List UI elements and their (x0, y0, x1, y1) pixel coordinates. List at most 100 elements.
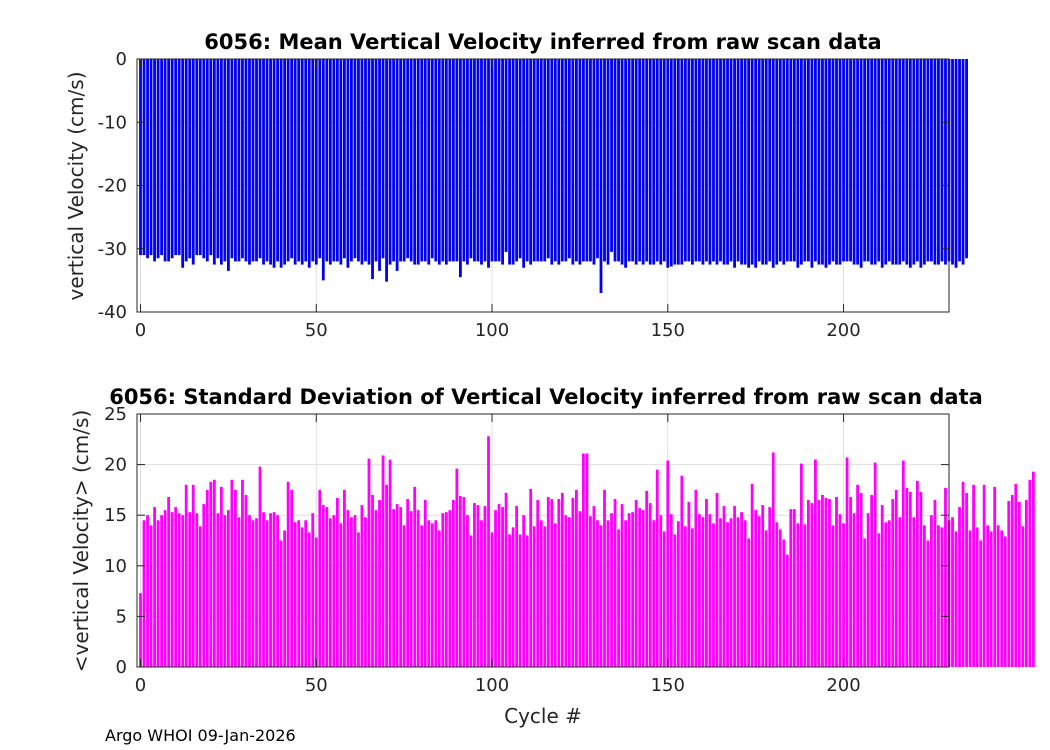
bar (835, 59, 838, 265)
bar (915, 59, 919, 262)
bar (610, 59, 613, 252)
bar (698, 59, 701, 262)
bar (455, 468, 459, 667)
y-axis-label: vertical Velocity (cm/s) (64, 72, 88, 301)
bar (451, 59, 455, 262)
bar (262, 59, 265, 265)
bar (251, 520, 255, 667)
bar (944, 487, 947, 667)
bar (437, 530, 441, 667)
bar (205, 59, 209, 262)
bar (395, 504, 399, 667)
x-tick-label: 150 (651, 320, 685, 341)
bar (395, 59, 399, 271)
bar (156, 520, 160, 667)
bar (803, 524, 807, 667)
bar (806, 500, 810, 667)
bar (722, 59, 726, 265)
bar (248, 59, 251, 265)
bar (364, 59, 367, 262)
bar (631, 512, 635, 667)
bar (856, 59, 860, 265)
bar (778, 529, 782, 667)
bar (553, 523, 557, 667)
bar (624, 520, 628, 667)
bar (951, 59, 954, 265)
x-tick-label: 200 (826, 320, 860, 341)
bar (610, 513, 613, 667)
bar (434, 59, 438, 262)
bar (219, 486, 223, 667)
bar (712, 59, 715, 262)
bar (511, 527, 515, 667)
bar (631, 59, 635, 262)
bar (603, 59, 606, 262)
bar (444, 59, 448, 265)
bar (898, 59, 902, 265)
bar (817, 500, 821, 667)
bar (420, 525, 424, 667)
bar (887, 59, 891, 262)
bar (371, 59, 374, 280)
bar (589, 59, 592, 262)
bar (582, 453, 585, 667)
bar (975, 527, 979, 667)
bar (796, 59, 800, 268)
x-tick-label: 200 (826, 675, 860, 696)
bar (423, 59, 427, 262)
bar (518, 59, 522, 259)
bar (560, 492, 564, 667)
bar (761, 505, 765, 667)
bar (940, 527, 944, 667)
y-tick-label: 0 (116, 657, 127, 678)
bar (342, 489, 346, 667)
bar (269, 59, 272, 265)
y-tick-label: 0 (116, 49, 127, 70)
bar (933, 59, 937, 265)
bar (156, 59, 160, 259)
bar (297, 520, 301, 667)
bar (198, 59, 202, 256)
bar (1014, 483, 1018, 667)
bar (332, 515, 336, 667)
bar (683, 526, 687, 667)
bar (919, 491, 923, 667)
bar (789, 59, 793, 262)
bar (1003, 536, 1007, 667)
bar (188, 512, 192, 667)
bar (501, 507, 504, 667)
bar (733, 59, 736, 268)
bar (792, 509, 796, 667)
bar (859, 59, 863, 268)
bar (139, 59, 142, 256)
bar (638, 59, 642, 262)
bar (666, 59, 670, 268)
bar (550, 59, 554, 265)
bar (160, 59, 164, 256)
bar (599, 525, 603, 667)
bar (965, 59, 968, 259)
bar (402, 525, 406, 667)
bar (167, 59, 171, 262)
bar (585, 453, 589, 667)
bar (603, 489, 606, 667)
bar (184, 59, 188, 262)
bar (627, 59, 631, 262)
bar (462, 496, 466, 667)
bar (645, 59, 649, 262)
bar (476, 59, 480, 262)
bar (930, 59, 933, 262)
bar (564, 59, 568, 262)
bar (574, 489, 578, 667)
bar (877, 533, 881, 667)
bar (304, 520, 308, 667)
bar (339, 59, 343, 265)
bar (325, 59, 329, 262)
bar (318, 489, 322, 667)
bar (638, 508, 642, 667)
bar (778, 59, 782, 262)
plot-frame (136, 413, 950, 668)
bar (641, 59, 645, 265)
bar (694, 489, 698, 667)
bar (645, 490, 649, 667)
